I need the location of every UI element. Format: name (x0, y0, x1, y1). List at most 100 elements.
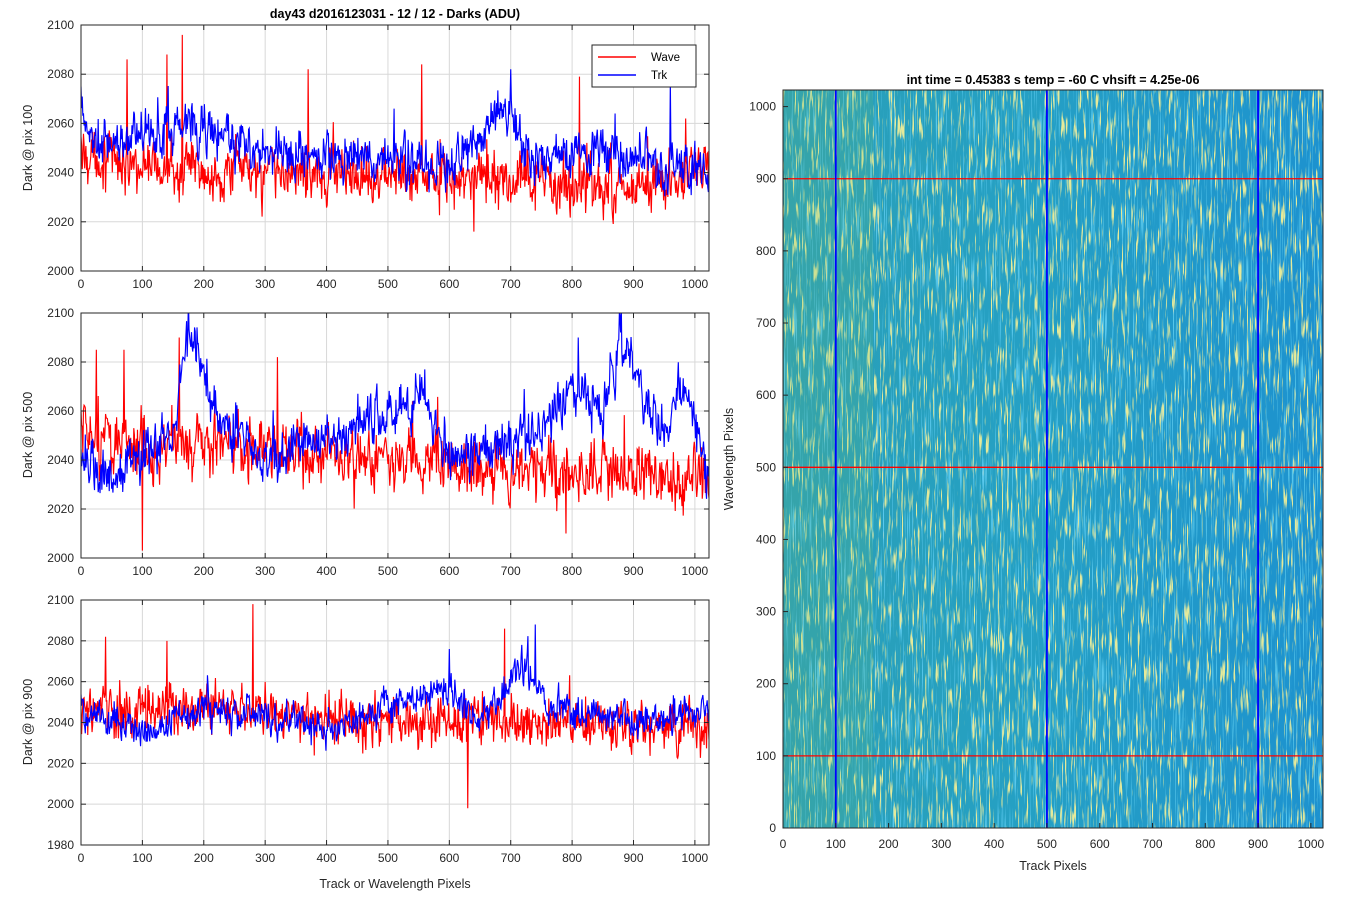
image-ticks: 0 100 200 300 400 500 600 700 800 900 1000 0 100 200 3… (749, 100, 1324, 851)
panel1-series (81, 34, 709, 232)
image-tick-label-x: 400 (984, 837, 1004, 851)
image-tick-label-x: 1000 (1298, 837, 1325, 851)
tick-label-x: 0 (78, 851, 85, 865)
tick-label-y: 2000 (47, 797, 74, 811)
tick-label-x: 500 (378, 277, 398, 291)
tick-label-x: 400 (317, 564, 337, 578)
image-title: int time = 0.45383 s temp = -60 C vhsift… (907, 73, 1200, 87)
image-tick-label-x: 300 (931, 837, 951, 851)
image-tick-label-y: 1000 (749, 100, 776, 114)
heatmap-left-band (783, 90, 873, 828)
tick-label-y: 2080 (47, 355, 74, 369)
tick-label-y: 2100 (47, 18, 74, 32)
image-tick-label-x: 100 (826, 837, 846, 851)
tick-label-y: 2100 (47, 593, 74, 607)
tick-label-x: 500 (378, 564, 398, 578)
tick-label-y: 2040 (47, 166, 74, 180)
tick-label-x: 600 (439, 851, 459, 865)
tick-label-y: 1980 (47, 838, 74, 852)
panel2-ticks: 0 100 200 300 400 500 600 700 800 900 1000 2000 2020… (47, 306, 709, 578)
panel1-title: day43 d2016123031 - 12 / 12 - Darks (ADU… (270, 7, 520, 21)
tick-label-x: 600 (439, 564, 459, 578)
tick-label-x: 1000 (682, 851, 709, 865)
image-tick-label-x: 700 (1142, 837, 1162, 851)
tick-label-x: 700 (501, 564, 521, 578)
image-tick-label-x: 900 (1248, 837, 1268, 851)
panel2-series (81, 313, 709, 551)
panel-pix100: day43 d2016123031 - 12 / 12 - Darks (ADU… (21, 7, 710, 291)
tick-label-x: 900 (623, 277, 643, 291)
panel2-frame (80, 312, 710, 559)
heatmap-lines (783, 90, 1323, 828)
panel-dark-image: int time = 0.45383 s temp = -60 C vhsift… (722, 73, 1325, 873)
tick-label-x: 1000 (682, 277, 709, 291)
tick-label-y: 2020 (47, 502, 74, 516)
image-xlabel: Track Pixels (1019, 859, 1087, 873)
image-tick-label-y: 600 (756, 388, 776, 402)
series-wave (81, 337, 709, 551)
heatmap-texture (783, 90, 1323, 828)
tick-label-x: 1000 (682, 564, 709, 578)
tick-label-x: 300 (255, 851, 275, 865)
tick-label-y: 2060 (47, 675, 74, 689)
legend[interactable]: Wave Trk (591, 44, 697, 88)
panel1-ticks: 0 100 200 300 400 500 600 700 800 900 1000 2000 2020… (47, 18, 709, 291)
tick-label-x: 400 (317, 277, 337, 291)
image-tick-label-x: 200 (879, 837, 899, 851)
panel3-grid (81, 600, 709, 845)
tick-label-x: 700 (501, 277, 521, 291)
image-tick-label-x: 600 (1090, 837, 1110, 851)
image-tick-label-y: 900 (756, 172, 776, 186)
tick-label-y: 2020 (47, 756, 74, 770)
tick-label-y: 2000 (47, 551, 74, 565)
tick-label-x: 100 (132, 564, 152, 578)
series-trk (81, 313, 709, 499)
image-tick-label-y: 500 (756, 460, 776, 474)
panel-pix500: 0 100 200 300 400 500 600 700 800 900 1000 2000 2020… (21, 306, 710, 578)
tick-label-x: 600 (439, 277, 459, 291)
panel3-xlabel: Track or Wavelength Pixels (319, 877, 470, 891)
panel3-ylabel: Dark @ pix 900 (21, 679, 35, 765)
tick-label-x: 900 (623, 851, 643, 865)
series-wave (81, 34, 709, 232)
tick-label-x: 700 (501, 851, 521, 865)
tick-label-x: 300 (255, 277, 275, 291)
tick-label-x: 800 (562, 277, 582, 291)
tick-label-x: 0 (78, 564, 85, 578)
tick-label-y: 2000 (47, 264, 74, 278)
tick-label-y: 2060 (47, 116, 74, 130)
image-ylabel: Wavelength Pixels (722, 408, 736, 510)
tick-label-y: 2100 (47, 306, 74, 320)
tick-label-x: 0 (78, 277, 85, 291)
tick-label-y: 2060 (47, 404, 74, 418)
image-tick-label-x: 0 (780, 837, 787, 851)
panel-pix900: 0 100 200 300 400 500 600 700 800 900 1000 1980 2000… (21, 593, 710, 891)
legend-box (591, 44, 697, 88)
tick-label-x: 100 (132, 277, 152, 291)
image-tick-label-x: 800 (1195, 837, 1215, 851)
tick-label-y: 2040 (47, 716, 74, 730)
tick-label-x: 400 (317, 851, 337, 865)
image-tick-label-x: 500 (1037, 837, 1057, 851)
tick-label-x: 200 (194, 277, 214, 291)
tick-label-x: 100 (132, 851, 152, 865)
tick-label-x: 500 (378, 851, 398, 865)
image-frame (782, 89, 1324, 829)
image-tick-label-y: 200 (756, 677, 776, 691)
image-tick-label-y: 400 (756, 532, 776, 546)
tick-label-y: 2080 (47, 67, 74, 81)
image-tick-label-y: 0 (769, 821, 776, 835)
panel1-ylabel: Dark @ pix 100 (21, 105, 35, 191)
image-tick-label-y: 100 (756, 749, 776, 763)
image-tick-label-y: 800 (756, 244, 776, 258)
tick-label-x: 800 (562, 564, 582, 578)
legend-trk-label: Trk (651, 70, 667, 82)
tick-label-y: 2040 (47, 453, 74, 467)
tick-label-x: 300 (255, 564, 275, 578)
series-trk (81, 69, 709, 197)
panel2-ylabel: Dark @ pix 500 (21, 392, 35, 478)
tick-label-x: 200 (194, 851, 214, 865)
tick-label-x: 900 (623, 564, 643, 578)
legend-wave-label: Wave (651, 52, 680, 64)
image-tick-label-y: 700 (756, 316, 776, 330)
